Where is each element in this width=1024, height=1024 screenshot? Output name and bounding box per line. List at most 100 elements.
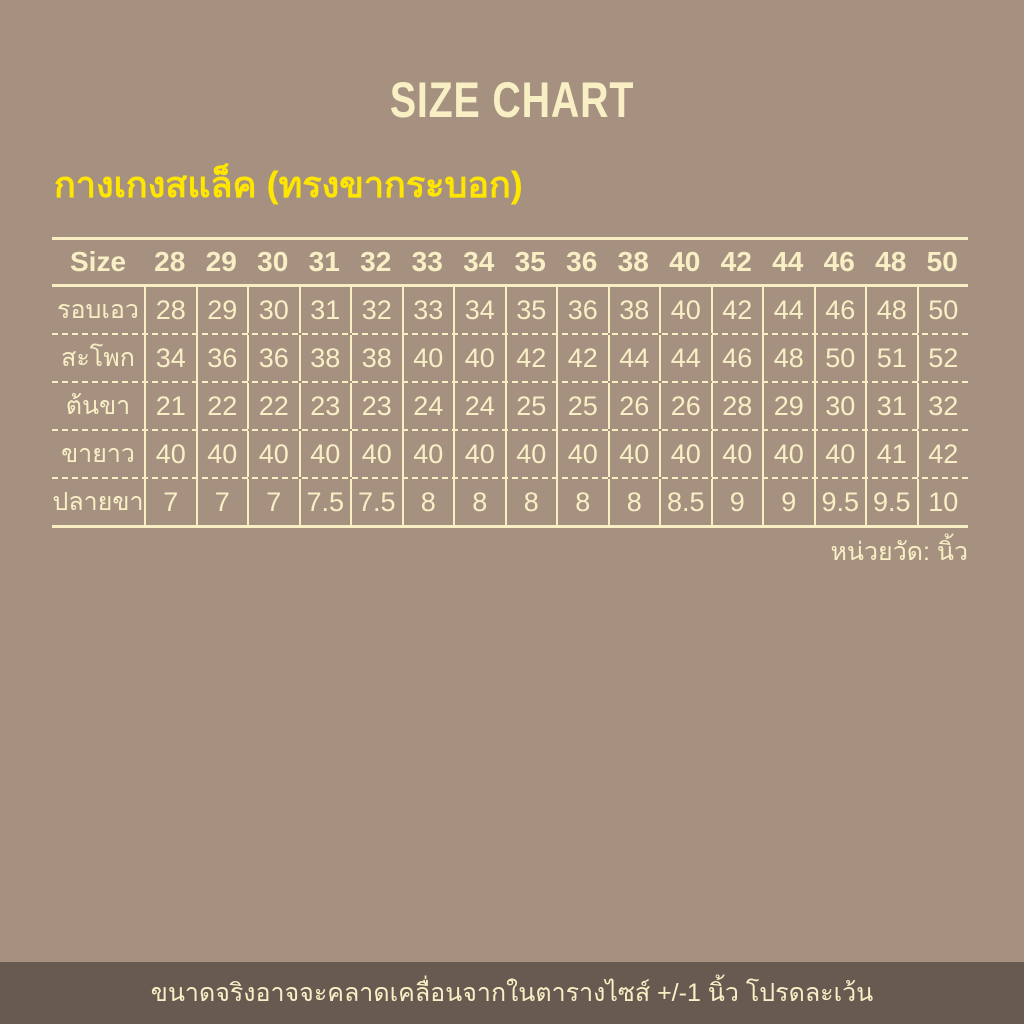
header-size-38: 38 <box>617 246 649 277</box>
table-cell: 34 <box>144 335 196 381</box>
table-cell: 52 <box>916 335 969 381</box>
table-cell: 28 <box>710 383 763 429</box>
table-cell: 40 <box>762 431 814 477</box>
size-table-body: รอบเอว 28 29 30 31 32 33 34 35 36 38 40 42 44 46 48 50 สะ… <box>52 287 968 525</box>
header-size-29: 29 <box>205 246 237 277</box>
table-cell: 31 <box>298 287 351 333</box>
table-cell: 42 <box>710 287 763 333</box>
table-cell: 38 <box>350 335 402 381</box>
table-cell: 9 <box>762 479 814 525</box>
table-cell: 40 <box>504 431 557 477</box>
header-size-36: 36 <box>566 246 598 277</box>
table-cell: 7.5 <box>350 479 402 525</box>
table-cell: 40 <box>195 431 248 477</box>
table-cell: 8 <box>401 479 454 525</box>
table-cell: 8.5 <box>659 479 711 525</box>
table-cell: 32 <box>350 287 402 333</box>
table-cell: 48 <box>865 287 917 333</box>
header-size-31: 31 <box>308 246 340 277</box>
table-cell: 23 <box>350 383 402 429</box>
unit-note: หน่วยวัด: นิ้ว <box>830 538 968 566</box>
table-cell: 44 <box>659 335 711 381</box>
table-cell: 29 <box>762 383 814 429</box>
header-size-34: 34 <box>463 246 495 277</box>
header-size-50: 50 <box>926 246 958 277</box>
header-size-30: 30 <box>257 246 289 277</box>
product-subtitle: กางเกงสแล็ค (ทรงขากระบอก) <box>54 164 523 205</box>
table-cell: 40 <box>607 431 660 477</box>
row-label: ต้นขา <box>65 391 131 420</box>
table-cell: 42 <box>556 335 608 381</box>
table-cell: 10 <box>916 479 969 525</box>
table-cell: 36 <box>195 335 248 381</box>
header-size-48: 48 <box>875 246 907 277</box>
table-cell: 31 <box>865 383 917 429</box>
table-row: สะโพก 34 36 36 38 38 40 40 42 42 44 44 46 48 50 51 52 <box>52 333 968 381</box>
footer-disclaimer: ขนาดจริงอาจจะคลาดเคลื่อนจากในตารางไซส์ +… <box>150 979 874 1007</box>
footer-bar: ขนาดจริงอาจจะคลาดเคลื่อนจากในตารางไซส์ +… <box>0 962 1024 1024</box>
table-cell: 51 <box>865 335 917 381</box>
header-size-33: 33 <box>411 246 443 277</box>
table-cell: 50 <box>813 335 866 381</box>
header-size-32: 32 <box>360 246 392 277</box>
table-cell: 9.5 <box>813 479 866 525</box>
table-cell: 46 <box>813 287 866 333</box>
table-cell: 8 <box>453 479 505 525</box>
table-cell: 24 <box>401 383 454 429</box>
table-cell: 36 <box>556 287 608 333</box>
table-cell: 8 <box>504 479 557 525</box>
table-row: รอบเอว 28 29 30 31 32 33 34 35 36 38 40 42 44 46 48 50 <box>52 287 968 333</box>
table-cell: 24 <box>453 383 505 429</box>
table-cell: 38 <box>298 335 351 381</box>
table-cell: 50 <box>916 287 969 333</box>
table-cell: 40 <box>453 431 505 477</box>
table-cell: 29 <box>195 287 248 333</box>
table-row: ขายาว 40 40 40 40 40 40 40 40 40 40 40 40 40 40 41 42 <box>52 429 968 477</box>
table-cell: 22 <box>195 383 248 429</box>
table-cell: 40 <box>350 431 402 477</box>
table-cell: 40 <box>144 431 196 477</box>
table-cell: 30 <box>813 383 866 429</box>
table-cell: 40 <box>453 335 505 381</box>
table-cell: 40 <box>556 431 608 477</box>
table-cell: 7 <box>195 479 248 525</box>
header-size-28: 28 <box>154 246 186 277</box>
table-cell: 40 <box>401 335 454 381</box>
table-cell: 40 <box>710 431 763 477</box>
page-title: SIZE CHART <box>389 73 635 129</box>
row-label: สะโพก <box>61 343 135 372</box>
table-cell: 36 <box>247 335 299 381</box>
header-size-40: 40 <box>669 246 701 277</box>
table-cell: 26 <box>607 383 660 429</box>
row-label: ปลายขา <box>52 487 144 516</box>
table-cell: 22 <box>247 383 299 429</box>
table-cell: 21 <box>144 383 196 429</box>
header-size-44: 44 <box>772 246 804 277</box>
table-cell: 8 <box>556 479 608 525</box>
table-cell: 42 <box>504 335 557 381</box>
size-table: Size 28 29 30 31 32 33 34 35 36 38 40 42 44 46 48 50 รอบ… <box>52 237 968 528</box>
table-cell: 32 <box>916 383 969 429</box>
table-cell: 40 <box>401 431 454 477</box>
header-size-label: Size <box>69 246 127 277</box>
table-cell: 28 <box>144 287 196 333</box>
table-cell: 40 <box>298 431 351 477</box>
table-cell: 33 <box>401 287 454 333</box>
table-cell: 35 <box>504 287 557 333</box>
header-size-35: 35 <box>514 246 546 277</box>
table-cell: 40 <box>813 431 866 477</box>
table-cell: 9.5 <box>865 479 917 525</box>
table-cell: 7 <box>144 479 196 525</box>
table-cell: 25 <box>504 383 557 429</box>
table-cell: 25 <box>556 383 608 429</box>
size-table-header: Size 28 29 30 31 32 33 34 35 36 38 40 42 44 46 48 50 <box>52 240 968 287</box>
table-row: ต้นขา 21 22 22 23 23 24 24 25 25 26 26 28 29 30 31 32 <box>52 381 968 429</box>
table-cell: 8 <box>607 479 660 525</box>
row-label: รอบเอว <box>57 295 139 324</box>
table-cell: 34 <box>453 287 505 333</box>
table-cell: 23 <box>298 383 351 429</box>
table-cell: 46 <box>710 335 763 381</box>
header-size-42: 42 <box>720 246 752 277</box>
table-cell: 48 <box>762 335 814 381</box>
